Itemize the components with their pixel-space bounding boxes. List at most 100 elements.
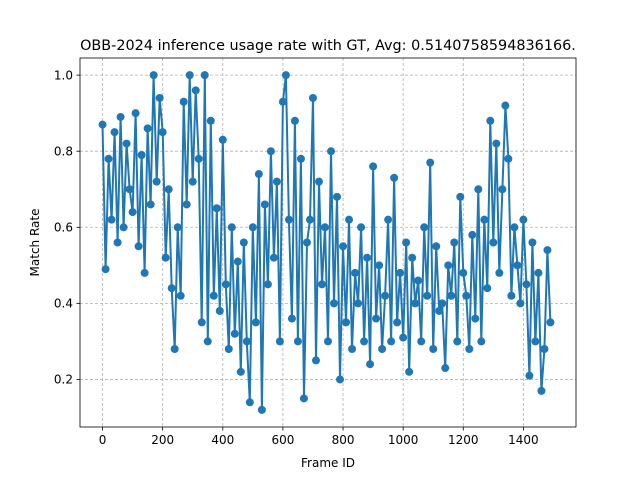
data-point xyxy=(290,116,299,125)
y-tick-label: 0.6 xyxy=(54,221,73,235)
data-point xyxy=(206,116,215,125)
data-point xyxy=(176,291,185,300)
data-point xyxy=(441,364,450,373)
data-point xyxy=(324,337,332,346)
data-point xyxy=(342,318,351,327)
data-point xyxy=(242,337,251,346)
data-point xyxy=(110,128,119,137)
data-point xyxy=(492,139,501,148)
data-point xyxy=(251,318,260,327)
data-point xyxy=(107,215,116,224)
data-point xyxy=(200,71,209,80)
data-point xyxy=(396,268,405,277)
data-point xyxy=(230,329,239,338)
data-point xyxy=(254,170,263,179)
y-tick-label: 0.4 xyxy=(54,297,73,311)
data-point xyxy=(278,97,287,106)
data-point xyxy=(525,371,534,380)
data-point xyxy=(161,253,170,262)
data-point xyxy=(363,253,372,262)
data-point xyxy=(372,314,381,323)
data-point xyxy=(182,200,191,209)
data-point xyxy=(414,276,423,285)
data-point xyxy=(423,291,432,300)
data-point xyxy=(417,337,426,346)
data-point xyxy=(447,291,456,300)
x-tick-label: 0 xyxy=(99,433,107,447)
data-point xyxy=(546,318,555,327)
y-tick-label: 0.8 xyxy=(54,145,73,159)
data-point xyxy=(257,405,266,414)
data-point xyxy=(504,154,513,163)
data-point xyxy=(390,173,399,182)
data-point xyxy=(218,135,227,144)
data-point xyxy=(284,215,293,224)
data-point xyxy=(305,215,314,224)
data-point xyxy=(489,238,498,247)
data-point xyxy=(501,101,510,110)
chart-title: OBB-2024 inference usage rate with GT, A… xyxy=(80,38,576,54)
data-point xyxy=(327,147,336,156)
x-tick-label: 600 xyxy=(271,433,294,447)
data-point xyxy=(197,318,206,327)
data-point xyxy=(369,162,378,171)
data-point xyxy=(375,261,384,270)
data-point xyxy=(411,299,420,308)
series-line xyxy=(101,74,552,411)
data-point xyxy=(486,116,495,125)
data-point xyxy=(158,128,167,137)
data-point xyxy=(330,299,339,308)
data-point xyxy=(140,268,149,277)
data-point xyxy=(266,147,275,156)
data-point xyxy=(378,345,387,354)
data-point xyxy=(438,299,447,308)
x-tick-label: 1200 xyxy=(448,433,479,447)
data-point xyxy=(522,280,531,289)
plot-frame xyxy=(79,57,577,428)
data-point xyxy=(495,268,504,277)
data-point xyxy=(194,154,203,163)
data-point xyxy=(179,97,188,106)
data-point xyxy=(227,223,236,232)
x-tick-label: 800 xyxy=(332,433,355,447)
data-point xyxy=(119,223,128,232)
data-point xyxy=(269,253,278,262)
data-point xyxy=(203,337,212,346)
data-point xyxy=(426,158,435,167)
data-point xyxy=(471,314,480,323)
x-tick-label: 1000 xyxy=(388,433,419,447)
y-tick-label: 0.2 xyxy=(54,373,73,387)
data-point xyxy=(339,242,348,251)
data-point xyxy=(104,154,113,163)
data-point xyxy=(131,109,140,118)
data-point xyxy=(498,185,507,194)
data-point xyxy=(402,238,411,247)
data-point xyxy=(354,299,363,308)
data-point xyxy=(420,223,429,232)
data-point xyxy=(537,386,546,395)
data-point xyxy=(248,223,257,232)
data-point xyxy=(236,367,245,376)
data-point xyxy=(164,185,173,194)
data-point xyxy=(146,200,155,209)
data-point xyxy=(345,215,354,224)
x-tick-label: 1400 xyxy=(508,433,539,447)
y-tick-label: 1.0 xyxy=(54,68,73,82)
data-point xyxy=(474,185,483,194)
data-point xyxy=(263,280,272,289)
data-point xyxy=(317,280,326,289)
data-point xyxy=(137,151,146,160)
data-point xyxy=(384,215,393,224)
data-point xyxy=(185,71,194,80)
data-point xyxy=(188,177,197,186)
data-point xyxy=(314,177,323,186)
data-point xyxy=(143,124,152,133)
data-point xyxy=(293,337,302,346)
data-point xyxy=(209,291,218,300)
data-point xyxy=(311,356,320,365)
data-point xyxy=(299,394,308,403)
data-point xyxy=(245,398,254,407)
data-point xyxy=(308,93,317,102)
data-point xyxy=(480,215,489,224)
